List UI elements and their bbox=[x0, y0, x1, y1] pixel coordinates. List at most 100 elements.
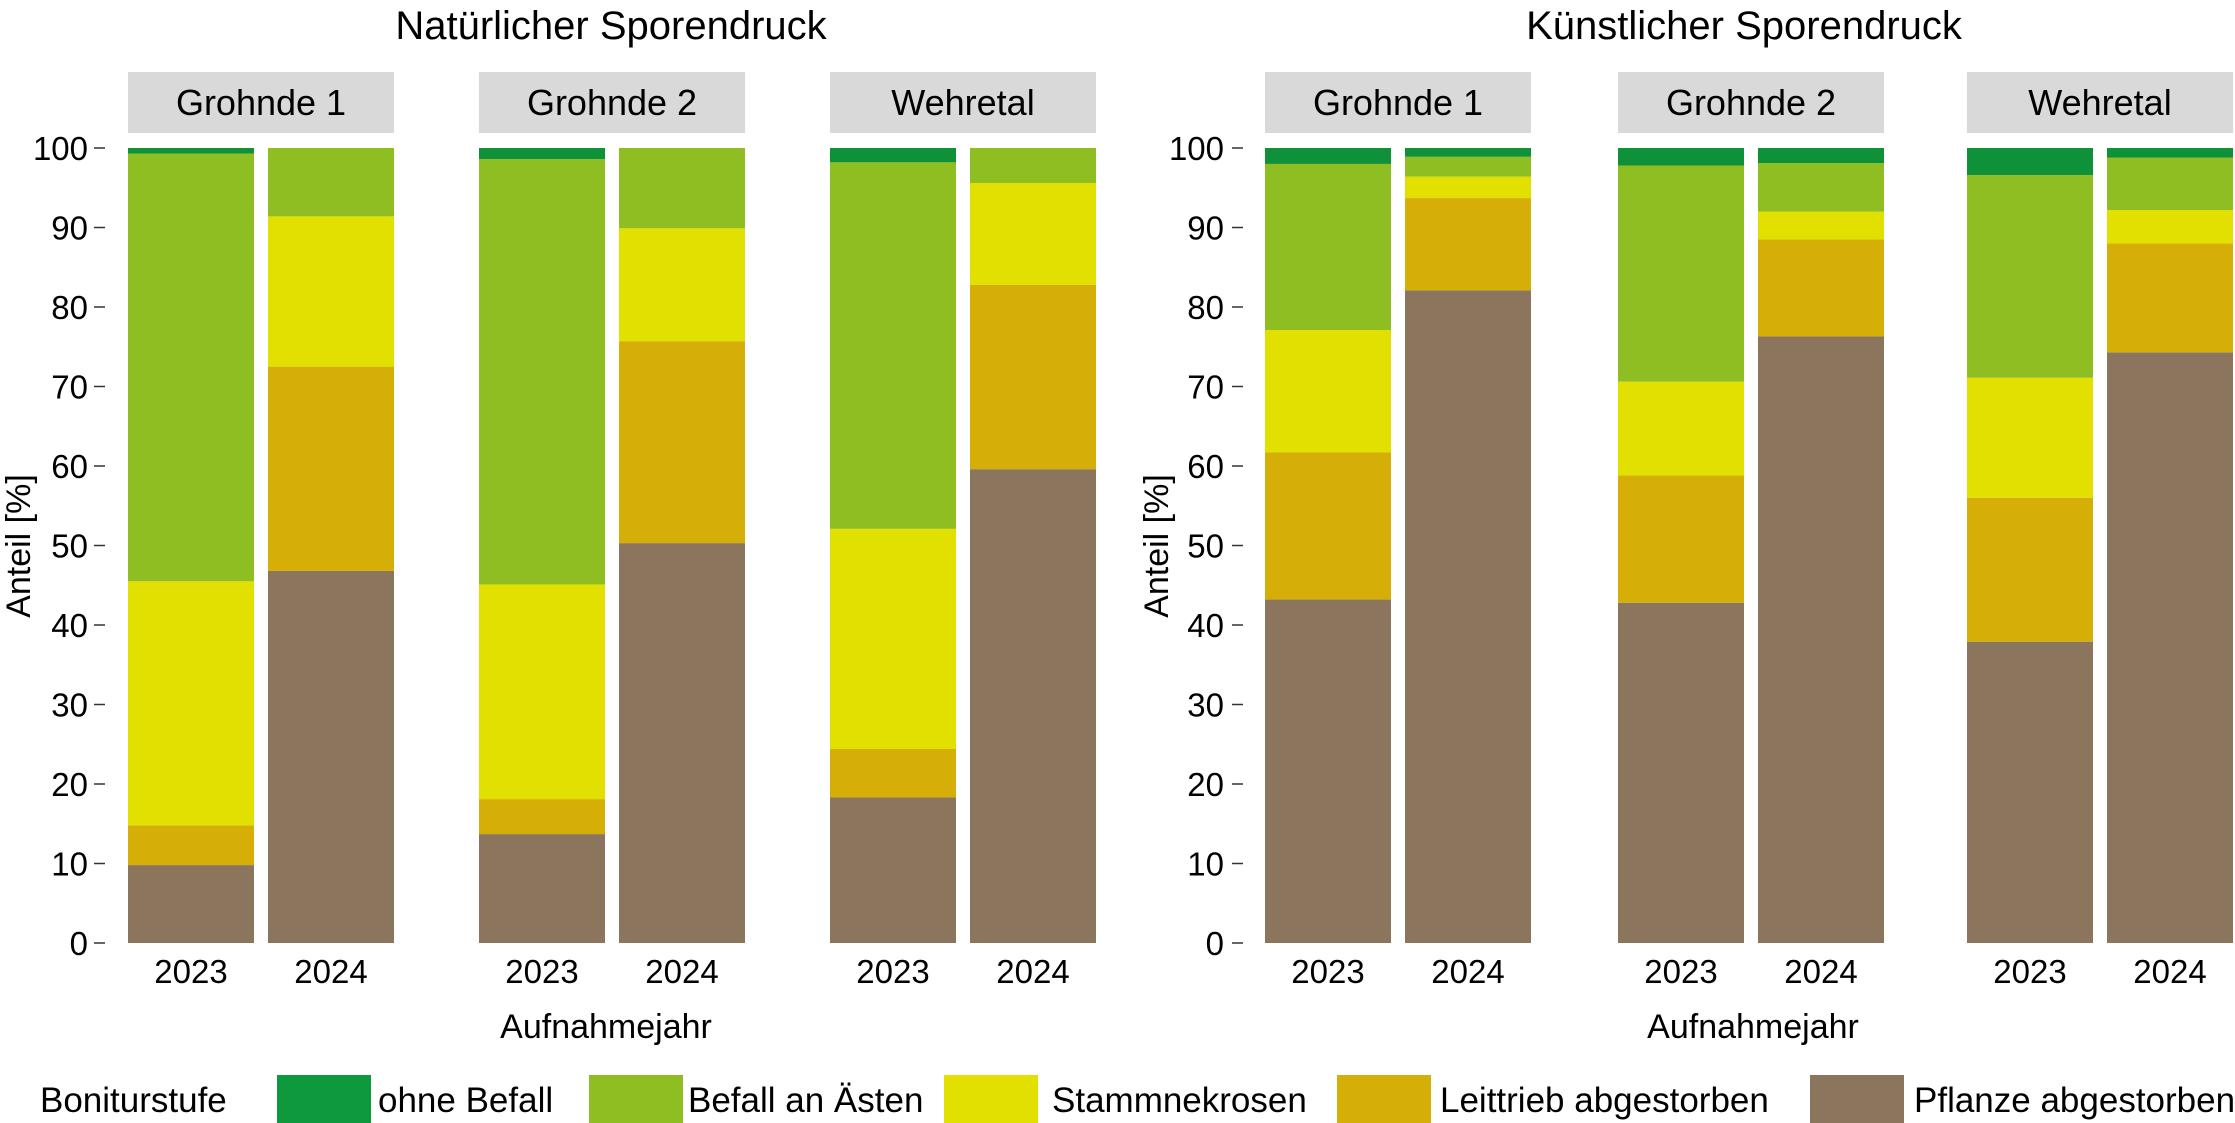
facet-grohnde-1: Grohnde 1 2023 2024 bbox=[128, 72, 394, 990]
bar-segment-leittrieb-abgestorben bbox=[2107, 243, 2233, 353]
y-axis: 0 10 20 30 40 50 60 70 80 90 100 Anteil [%] bbox=[1138, 130, 1243, 962]
facet-strip bbox=[1618, 72, 1884, 133]
panel-title: Künstlicher Sporendruck bbox=[1526, 4, 1963, 48]
legend-swatch bbox=[1337, 1075, 1431, 1123]
legend-swatch bbox=[1810, 1075, 1904, 1123]
bar-segment-ohne-befall bbox=[1758, 148, 1884, 164]
legend-item-ohne-befall: ohne Befall bbox=[277, 1075, 553, 1123]
bar-segment-leittrieb-abgestorben bbox=[1967, 497, 2093, 642]
facet-strip-label: Grohnde 1 bbox=[1313, 82, 1483, 123]
bar-segment-leittrieb-abgestorben bbox=[1265, 452, 1391, 600]
bar-segment-leittrieb-abgestorben bbox=[830, 749, 956, 798]
panel-natuerlicher-sporendruck: Natürlicher Sporendruck 0 10 20 30 40 50 60 70 80… bbox=[0, 4, 1096, 1046]
bar-segment-pflanze-abgestorben bbox=[619, 543, 745, 943]
legend-item-leittrieb-abgestorben: Leittrieb abgestorben bbox=[1337, 1075, 1769, 1123]
bar-segment-ohne-befall bbox=[1967, 148, 2093, 176]
legend-title: Boniturstufe bbox=[40, 1081, 227, 1120]
bar-segment-stammnekrosen bbox=[479, 584, 605, 800]
legend-item-befall-an-aesten: Befall an Ästen bbox=[589, 1075, 923, 1123]
legend-swatch bbox=[589, 1075, 683, 1123]
bar-segment-stammnekrosen bbox=[1967, 377, 2093, 498]
y-tick-label: 70 bbox=[1187, 369, 1224, 406]
facet-strip-label: Grohnde 2 bbox=[527, 82, 697, 123]
bar-segment-befall-an-aesten bbox=[128, 153, 254, 582]
bar-segment-leittrieb-abgestorben bbox=[268, 366, 394, 571]
bar-segment-pflanze-abgestorben bbox=[479, 834, 605, 943]
bar-segment-befall-an-aesten bbox=[619, 148, 745, 229]
bar-segment-ohne-befall bbox=[128, 148, 254, 154]
y-axis-title: Anteil [%] bbox=[1138, 474, 1176, 618]
bar-segment-befall-an-aesten bbox=[830, 162, 956, 529]
legend-label: Befall an Ästen bbox=[688, 1081, 923, 1120]
legend-swatch bbox=[944, 1075, 1038, 1123]
facet-strip bbox=[128, 72, 394, 133]
x-tick-label: 2023 bbox=[1291, 953, 1364, 990]
bar-segment-stammnekrosen bbox=[619, 228, 745, 342]
bar-segment-leittrieb-abgestorben bbox=[479, 799, 605, 835]
bar-segment-ohne-befall bbox=[1405, 148, 1531, 157]
bar-2023 bbox=[830, 148, 956, 943]
bar-segment-pflanze-abgestorben bbox=[1618, 602, 1744, 943]
bar-segment-befall-an-aesten bbox=[1758, 163, 1884, 212]
y-tick-label: 100 bbox=[1169, 130, 1224, 167]
bar-2023 bbox=[128, 148, 254, 943]
legend-label: ohne Befall bbox=[378, 1081, 553, 1120]
y-tick-label: 50 bbox=[51, 528, 88, 565]
bar-segment-ohne-befall bbox=[830, 148, 956, 163]
x-tick-label: 2023 bbox=[1993, 953, 2066, 990]
bar-segment-stammnekrosen bbox=[2107, 210, 2233, 244]
facet-strip bbox=[1265, 72, 1531, 133]
bar-segment-pflanze-abgestorben bbox=[1758, 336, 1884, 943]
x-axis-title: Aufnahmejahr bbox=[500, 1008, 712, 1046]
y-tick-label: 30 bbox=[51, 687, 88, 724]
bar-segment-befall-an-aesten bbox=[2107, 157, 2233, 211]
bar-segment-befall-an-aesten bbox=[1265, 163, 1391, 331]
y-tick-label: 80 bbox=[1187, 289, 1224, 326]
y-tick-label: 40 bbox=[1187, 607, 1224, 644]
bar-segment-ohne-befall bbox=[1265, 148, 1391, 164]
bar-segment-stammnekrosen bbox=[1405, 176, 1531, 199]
bar-segment-ohne-befall bbox=[479, 148, 605, 160]
x-tick-label: 2023 bbox=[1644, 953, 1717, 990]
legend-item-pflanze-abgestorben: Pflanze abgestorben bbox=[1810, 1075, 2235, 1123]
facet-wehretal: Wehretal 2023 2024 bbox=[1967, 72, 2233, 990]
legend: Boniturstufe ohne Befall Befall an Ästen S… bbox=[40, 1075, 2235, 1123]
facet-grohnde-2: Grohnde 2 2023 2024 bbox=[1618, 72, 1884, 990]
facet-strip bbox=[1967, 72, 2233, 133]
bar-segment-pflanze-abgestorben bbox=[830, 797, 956, 943]
y-tick-label: 80 bbox=[51, 289, 88, 326]
y-tick-label: 70 bbox=[51, 369, 88, 406]
legend-label: Pflanze abgestorben bbox=[1914, 1081, 2235, 1120]
bar-segment-befall-an-aesten bbox=[1405, 156, 1531, 177]
facet-grohnde-1: Grohnde 1 2023 2024 bbox=[1265, 72, 1531, 990]
y-axis: 0 10 20 30 40 50 60 70 80 90 100 Anteil [%] bbox=[0, 130, 105, 962]
y-tick-label: 20 bbox=[1187, 766, 1224, 803]
y-tick-label: 40 bbox=[51, 607, 88, 644]
bar-segment-stammnekrosen bbox=[128, 581, 254, 826]
y-tick-label: 10 bbox=[1187, 846, 1224, 883]
y-tick-label: 10 bbox=[51, 846, 88, 883]
bar-segment-leittrieb-abgestorben bbox=[1618, 475, 1744, 603]
bar-segment-leittrieb-abgestorben bbox=[1405, 198, 1531, 291]
facet-grohnde-2: Grohnde 2 2023 2024 bbox=[479, 72, 745, 990]
bar-2023 bbox=[1265, 148, 1391, 943]
bar-2024 bbox=[970, 148, 1096, 943]
y-axis-title: Anteil [%] bbox=[0, 474, 38, 618]
bar-segment-ohne-befall bbox=[2107, 148, 2233, 158]
legend-item-stammnekrosen: Stammnekrosen bbox=[944, 1075, 1307, 1123]
x-tick-label: 2024 bbox=[294, 953, 367, 990]
bar-segment-stammnekrosen bbox=[830, 528, 956, 750]
bar-2023 bbox=[1618, 148, 1744, 943]
facet-strip-label: Grohnde 1 bbox=[176, 82, 346, 123]
bar-segment-befall-an-aesten bbox=[268, 148, 394, 217]
bar-segment-pflanze-abgestorben bbox=[1265, 599, 1391, 943]
y-tick-label: 0 bbox=[1206, 925, 1224, 962]
x-tick-label: 2024 bbox=[996, 953, 1069, 990]
bar-segment-ohne-befall bbox=[1618, 148, 1744, 166]
facet-strip-label: Wehretal bbox=[891, 82, 1034, 123]
bar-segment-stammnekrosen bbox=[1265, 330, 1391, 453]
x-axis-title: Aufnahmejahr bbox=[1647, 1008, 1859, 1046]
x-tick-label: 2024 bbox=[1431, 953, 1504, 990]
bar-segment-pflanze-abgestorben bbox=[1405, 290, 1531, 943]
